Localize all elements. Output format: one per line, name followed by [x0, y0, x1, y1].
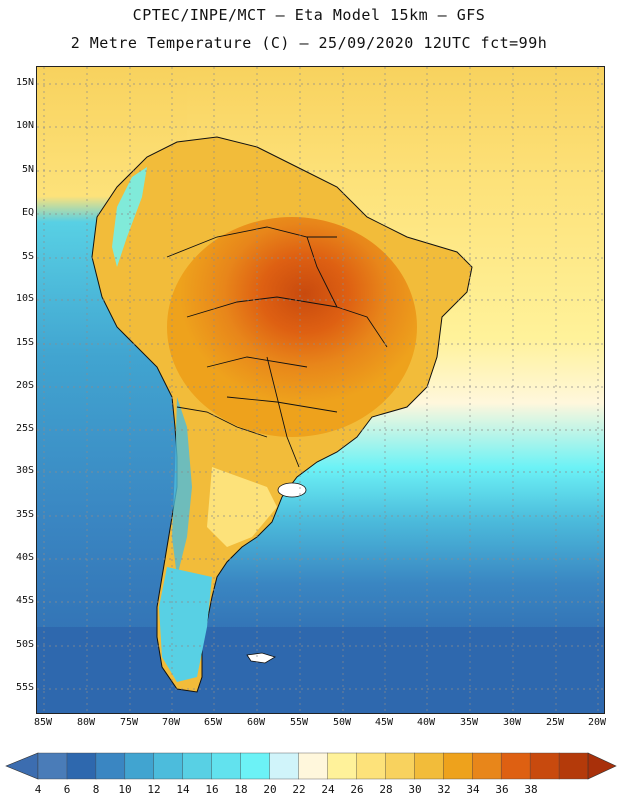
lon-label: 50W [332, 717, 352, 728]
colorbar-label: 32 [437, 783, 451, 796]
lat-label: 10S [15, 293, 34, 304]
colorbar-low-arrow [5, 752, 39, 780]
lat-label: 35S [15, 509, 34, 520]
lon-label: 60W [246, 717, 266, 728]
lon-label: 35W [459, 717, 479, 728]
gridlines [37, 67, 604, 713]
lat-label: 50S [15, 639, 34, 650]
map-svg [37, 67, 604, 713]
lon-label: 40W [416, 717, 436, 728]
colorbar-label: 6 [63, 783, 71, 796]
lat-label: 15S [15, 337, 34, 348]
colorbar-cell [153, 752, 184, 780]
southern-ocean-band [37, 627, 604, 713]
colorbar-label: 4 [34, 783, 42, 796]
lat-label: 25S [15, 423, 34, 434]
colorbar-cell [385, 752, 415, 780]
lon-label: 70W [161, 717, 181, 728]
colorbar-cell [95, 752, 126, 780]
lat-label: 20S [15, 380, 34, 391]
colorbar-label: 16 [205, 783, 219, 796]
lon-label: 85W [33, 717, 53, 728]
lat-label: 5S [21, 251, 34, 262]
lat-label: 15N [15, 77, 34, 88]
colorbar-cell [327, 752, 357, 780]
andes-cool-strip [112, 167, 147, 267]
colorbar-label: 20 [263, 783, 277, 796]
colorbar-label: 24 [321, 783, 335, 796]
lat-label: 5N [21, 164, 34, 175]
colorbar-cell [240, 752, 271, 780]
lon-label: 75W [119, 717, 139, 728]
lon-label: 20W [587, 717, 607, 728]
lon-label: 45W [374, 717, 394, 728]
colorbar-cell [356, 752, 386, 780]
lon-label: 25W [545, 717, 565, 728]
colorbar-label: 36 [495, 783, 509, 796]
lat-label: 10N [15, 120, 34, 131]
colorbar-cell [66, 752, 97, 780]
map-title-line2: 2 Metre Temperature (C) – 25/09/2020 12U… [70, 34, 548, 52]
lat-label: 45S [15, 595, 34, 606]
andes-south-cool [172, 397, 192, 577]
colorbar-cell [269, 752, 300, 780]
colorbar-label: 38 [524, 783, 538, 796]
colorbar-label: 28 [379, 783, 393, 796]
hot-interior [167, 217, 417, 437]
river-plate [277, 482, 307, 498]
colorbar-cell [443, 752, 473, 780]
colorbar-label: 22 [292, 783, 306, 796]
colorbar-cell [500, 752, 531, 780]
colorbar-cell [37, 752, 68, 780]
lon-label: 55W [289, 717, 309, 728]
colorbar-cell [211, 752, 242, 780]
colorbar-high-arrow [587, 752, 617, 780]
colorbar-cell [182, 752, 213, 780]
lat-label: 40S [15, 552, 34, 563]
colorbar-label: 26 [350, 783, 364, 796]
lon-label: 30W [502, 717, 522, 728]
colorbar-label: 8 [92, 783, 100, 796]
falklands [246, 652, 276, 664]
lon-label: 65W [203, 717, 223, 728]
colorbar-label: 18 [234, 783, 248, 796]
colorbar-label: 12 [147, 783, 161, 796]
colorbar-label: 30 [408, 783, 422, 796]
colorbar-label: 10 [118, 783, 132, 796]
colorbar-cell [558, 752, 589, 780]
map-title-line1: CPTEC/INPE/MCT – Eta Model 15km – GFS [132, 6, 486, 24]
colorbar-cell [298, 752, 328, 780]
lat-label: EQ [21, 207, 34, 218]
lat-label: 30S [15, 465, 34, 476]
colorbar-label: 14 [176, 783, 190, 796]
colorbar-cells [37, 752, 589, 780]
southern-yellow [207, 467, 277, 547]
lat-label: 55S [15, 682, 34, 693]
colorbar-cell [414, 752, 444, 780]
colorbar-cell [472, 752, 502, 780]
colorbar-label: 34 [466, 783, 480, 796]
country-borders [166, 226, 388, 468]
colorbar-cell [529, 752, 560, 780]
temperature-map[interactable] [36, 66, 605, 714]
colorbar [5, 752, 617, 780]
colorbar-cell [124, 752, 155, 780]
lon-label: 80W [76, 717, 96, 728]
